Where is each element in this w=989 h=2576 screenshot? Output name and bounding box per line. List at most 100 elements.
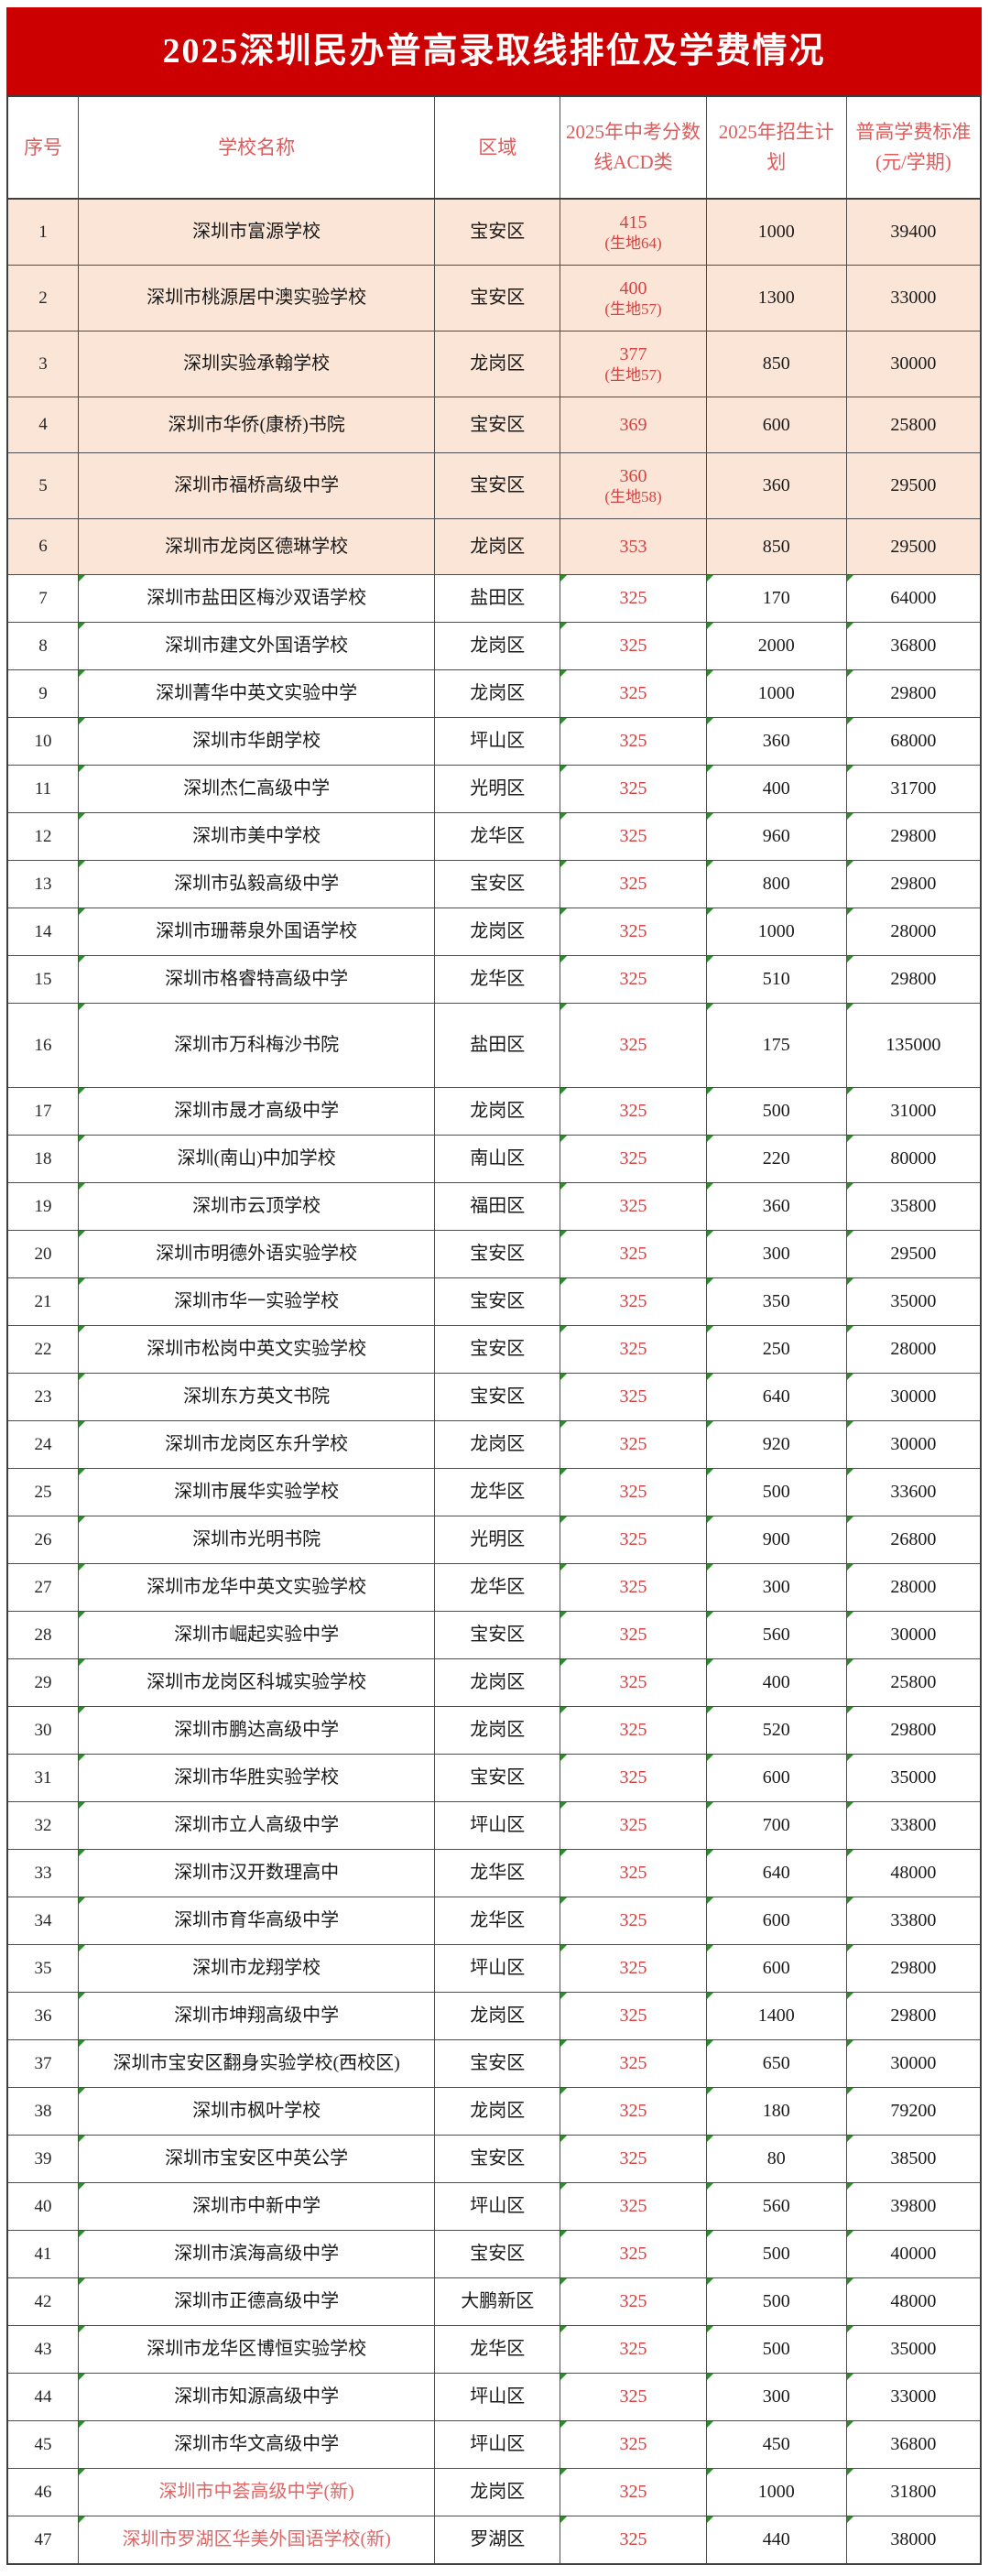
tuition-fee: 25800 [890, 414, 937, 435]
row-number-cell: 36 [6, 1992, 80, 2040]
region: 龙岗区 [470, 2101, 526, 2121]
tuition-fee-cell: 29800 [845, 1944, 982, 1993]
tuition-fee-cell: 25800 [845, 1658, 982, 1707]
tuition-fee-cell: 33000 [845, 2373, 982, 2421]
tuition-fee-cell: 36800 [845, 622, 982, 670]
tuition-fee-cell: 30000 [845, 331, 982, 397]
table-row: 28 深圳市崛起实验中学 宝安区 325 560 30000 [6, 1611, 982, 1659]
row-number-cell: 35 [6, 1944, 80, 1993]
row-number: 27 [34, 1577, 52, 1597]
school-name-cell: 深圳市光明书院 [78, 1516, 436, 1564]
tuition-fee: 68000 [890, 731, 937, 751]
school-name-cell: 深圳市滨海高级中学 [78, 2230, 436, 2278]
row-number: 14 [34, 921, 52, 941]
tuition-fee: 38000 [890, 2529, 937, 2549]
region-cell: 龙岗区 [434, 669, 561, 718]
region-cell: 福田区 [434, 1182, 561, 1231]
row-number-cell: 42 [6, 2277, 80, 2326]
row-number-cell: 34 [6, 1897, 80, 1945]
region: 坪山区 [470, 2196, 526, 2216]
region-cell: 宝安区 [434, 2039, 561, 2088]
enrollment-plan-cell: 600 [705, 397, 847, 453]
region: 龙华区 [470, 969, 526, 989]
tuition-fee: 38500 [890, 2148, 937, 2168]
region-cell: 盐田区 [434, 574, 561, 623]
tuition-fee: 30000 [890, 1625, 937, 1645]
tuition-fee-cell: 33800 [845, 1801, 982, 1850]
score-cell: 325 [560, 1754, 707, 1802]
school-name: 深圳市正德高级中学 [174, 2291, 340, 2311]
region-cell: 光明区 [434, 1516, 561, 1564]
school-name-cell: 深圳市宝安区翻身实验学校(西校区) [78, 2039, 436, 2088]
enrollment-plan: 1000 [757, 222, 795, 242]
school-name-cell: 深圳市美中学校 [78, 812, 436, 861]
enrollment-plan: 1400 [757, 2005, 795, 2026]
region: 宝安区 [470, 2053, 526, 2073]
region: 坪山区 [470, 1815, 526, 1835]
region-cell: 宝安区 [434, 1754, 561, 1802]
school-name: 深圳市松岗中英文实验学校 [147, 1339, 367, 1359]
enrollment-plan: 500 [762, 1101, 790, 1121]
table-row: 25 深圳市展华实验学校 龙华区 325 500 33600 [6, 1468, 982, 1516]
school-name: 深圳市知源高级中学 [174, 2386, 340, 2407]
region: 福田区 [470, 1196, 526, 1216]
enrollment-plan: 650 [762, 2053, 790, 2073]
score-value: 325 [619, 2482, 647, 2502]
score-cell: 325 [560, 1897, 707, 1945]
school-name-cell: 深圳市龙岗区德琳学校 [78, 518, 436, 575]
row-number-cell: 16 [6, 1003, 80, 1088]
tuition-fee: 28000 [890, 921, 937, 941]
tuition-fee-cell: 28000 [845, 1563, 982, 1612]
enrollment-plan: 600 [762, 414, 790, 435]
school-name-cell: 深圳市中荟高级中学(新) [78, 2468, 436, 2516]
school-name: 深圳市万科梅沙书院 [174, 1035, 340, 1055]
enrollment-plan: 600 [762, 1767, 790, 1788]
score-value: 360 [619, 466, 647, 487]
score-cell: 325 [560, 2135, 707, 2183]
score-value: 325 [619, 1101, 647, 1121]
score-cell: 360 (生地58) [560, 452, 707, 519]
table-row: 35 深圳市龙翔学校 坪山区 325 600 29800 [6, 1944, 982, 1993]
score-cell: 325 [560, 717, 707, 766]
row-number: 21 [34, 1291, 52, 1311]
enrollment-plan: 600 [762, 1910, 790, 1930]
school-name-cell: 深圳市正德高级中学 [78, 2277, 436, 2326]
row-number-cell: 18 [6, 1135, 80, 1183]
enrollment-plan: 360 [762, 1196, 790, 1216]
tuition-fee-cell: 80000 [845, 1135, 982, 1183]
region-cell: 盐田区 [434, 1003, 561, 1088]
tuition-fee-cell: 25800 [845, 397, 982, 453]
row-number: 20 [34, 1244, 52, 1264]
tuition-fee: 29500 [890, 536, 937, 557]
region-cell: 龙岗区 [434, 622, 561, 670]
region-cell: 坪山区 [434, 1801, 561, 1850]
school-name: 深圳市育华高级中学 [174, 1910, 340, 1930]
tuition-fee-cell: 64000 [845, 574, 982, 623]
row-number: 26 [34, 1529, 52, 1549]
score-value: 325 [619, 1196, 647, 1216]
tuition-fee-cell: 29800 [845, 1992, 982, 2040]
score-value: 325 [619, 2386, 647, 2407]
table-row: 15 深圳市格睿特高级中学 龙华区 325 510 29800 [6, 955, 982, 1004]
table-row: 32 深圳市立人高级中学 坪山区 325 700 33800 [6, 1801, 982, 1850]
table-row: 10 深圳市华朗学校 坪山区 325 360 68000 [6, 717, 982, 766]
score-note: (生地64) [604, 234, 662, 253]
score-value: 325 [619, 1482, 647, 1502]
school-name: 深圳市汉开数理高中 [174, 1863, 340, 1883]
enrollment-plan-cell: 300 [705, 1230, 847, 1278]
row-number: 6 [38, 537, 48, 557]
score-value: 325 [619, 1767, 647, 1788]
enrollment-plan: 900 [762, 1529, 790, 1549]
row-number-cell: 31 [6, 1754, 80, 1802]
school-name: 深圳实验承翰学校 [183, 353, 331, 374]
region-cell: 龙岗区 [434, 331, 561, 397]
enrollment-plan-cell: 175 [705, 1003, 847, 1088]
enrollment-plan-cell: 360 [705, 452, 847, 519]
score-cell: 325 [560, 955, 707, 1004]
row-number: 10 [34, 731, 52, 751]
score-value: 325 [619, 1815, 647, 1835]
enrollment-plan: 360 [762, 475, 790, 495]
score-cell: 325 [560, 2468, 707, 2516]
row-number: 23 [34, 1386, 52, 1407]
tuition-fee: 79200 [890, 2101, 937, 2121]
